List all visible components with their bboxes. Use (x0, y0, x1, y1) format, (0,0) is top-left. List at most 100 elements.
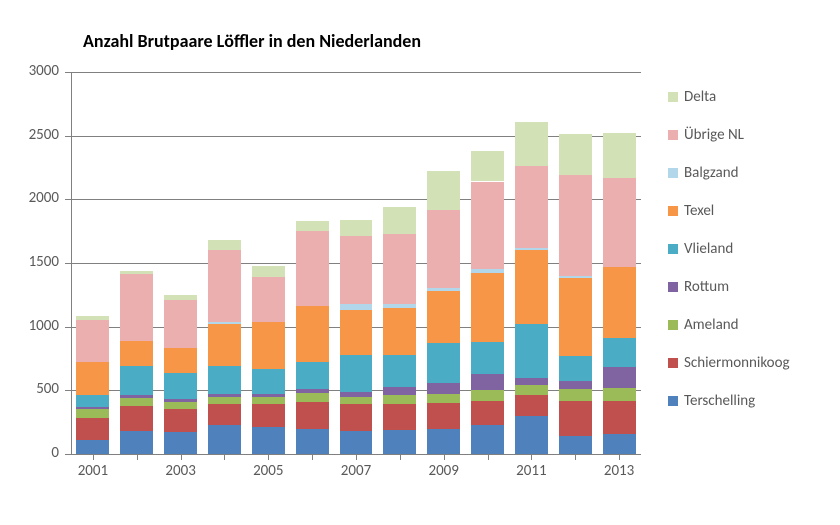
bar-segment (383, 387, 416, 396)
bar-segment (164, 348, 197, 372)
y-axis-label: 0 (0, 444, 59, 462)
bar-segment (471, 390, 504, 400)
x-tick (268, 454, 269, 460)
bar-segment (76, 407, 109, 410)
bar-segment (427, 210, 460, 289)
bar-segment (76, 316, 109, 320)
bar-segment (383, 304, 416, 308)
grid-line (71, 136, 641, 137)
legend-swatch (668, 358, 678, 368)
bar-segment (340, 392, 373, 397)
bar-segment (208, 366, 241, 394)
bar-segment (252, 404, 285, 427)
bar-segment (208, 324, 241, 366)
bar-segment (471, 273, 504, 342)
bar-segment (164, 295, 197, 300)
bar-segment (340, 236, 373, 303)
bar-segment (603, 388, 636, 401)
legend-item: Rottum (668, 278, 729, 296)
bar-segment (252, 369, 285, 394)
bar-segment (296, 389, 329, 393)
y-axis-label: 1500 (0, 253, 59, 271)
bar-segment (471, 401, 504, 425)
x-tick (444, 454, 445, 460)
bar-segment (427, 343, 460, 382)
bar-segment (76, 418, 109, 440)
legend-swatch (668, 206, 678, 216)
legend-swatch (668, 168, 678, 178)
bar-segment (76, 409, 109, 418)
x-axis-label: 2009 (414, 462, 474, 480)
bar-segment (252, 397, 285, 405)
bar-segment (296, 402, 329, 429)
bar-segment (559, 278, 592, 356)
bar-segment (515, 416, 548, 454)
bar-segment (383, 395, 416, 404)
bar-segment (296, 231, 329, 306)
bar-segment (296, 393, 329, 402)
bar-segment (427, 288, 460, 291)
bar-segment (427, 394, 460, 403)
bar-segment (427, 383, 460, 394)
bar-segment (515, 250, 548, 324)
legend-label: Delta (684, 88, 716, 106)
bar-segment (208, 397, 241, 405)
legend-label: Balgzand (684, 164, 738, 182)
bar-segment (252, 266, 285, 277)
y-axis-label: 1000 (0, 317, 59, 335)
bar-segment (559, 175, 592, 276)
x-tick (356, 454, 357, 460)
bar-segment (559, 401, 592, 437)
legend-swatch (668, 396, 678, 406)
bar-segment (76, 320, 109, 362)
bar-segment (164, 399, 197, 402)
legend-item: Vlieland (668, 240, 733, 258)
x-tick (488, 454, 489, 460)
bar-segment (164, 432, 197, 454)
y-axis (71, 72, 72, 454)
grid-line (71, 72, 641, 73)
x-tick (531, 454, 532, 460)
bar-segment (208, 240, 241, 250)
bar-segment (515, 324, 548, 377)
bar-segment (340, 304, 373, 310)
bar-segment (559, 389, 592, 400)
bar-segment (340, 220, 373, 237)
bar-segment (340, 404, 373, 431)
x-axis-label: 2007 (326, 462, 386, 480)
bar-segment (515, 385, 548, 395)
bar-segment (559, 381, 592, 389)
x-axis-label: 2003 (151, 462, 211, 480)
bar-segment (471, 374, 504, 391)
bar-segment (603, 338, 636, 367)
bar-segment (164, 300, 197, 348)
bar-segment (559, 356, 592, 381)
bar-segment (120, 431, 153, 454)
y-axis-label: 3000 (0, 62, 59, 80)
bar-segment (515, 122, 548, 167)
x-tick (93, 454, 94, 460)
bar-segment (471, 342, 504, 374)
bar-segment (559, 276, 592, 279)
bar-segment (340, 310, 373, 355)
bar-segment (383, 308, 416, 355)
legend-label: Übrige NL (684, 126, 744, 144)
bar-segment (471, 151, 504, 182)
bar-segment (471, 182, 504, 270)
bar-segment (120, 406, 153, 431)
bar-segment (383, 430, 416, 454)
bar-segment (559, 134, 592, 175)
bar-segment (383, 355, 416, 387)
bar-segment (76, 362, 109, 395)
bar-segment (471, 425, 504, 454)
x-tick (575, 454, 576, 460)
bar-segment (603, 367, 636, 387)
bar-segment (603, 133, 636, 178)
x-tick (400, 454, 401, 460)
legend-item: Terschelling (668, 392, 755, 410)
bar-segment (120, 341, 153, 366)
legend-item: Delta (668, 88, 716, 106)
bar-segment (164, 402, 197, 410)
bar-segment (164, 409, 197, 432)
chart-container: Anzahl Brutpaare Löffler in den Niederla… (0, 0, 840, 525)
